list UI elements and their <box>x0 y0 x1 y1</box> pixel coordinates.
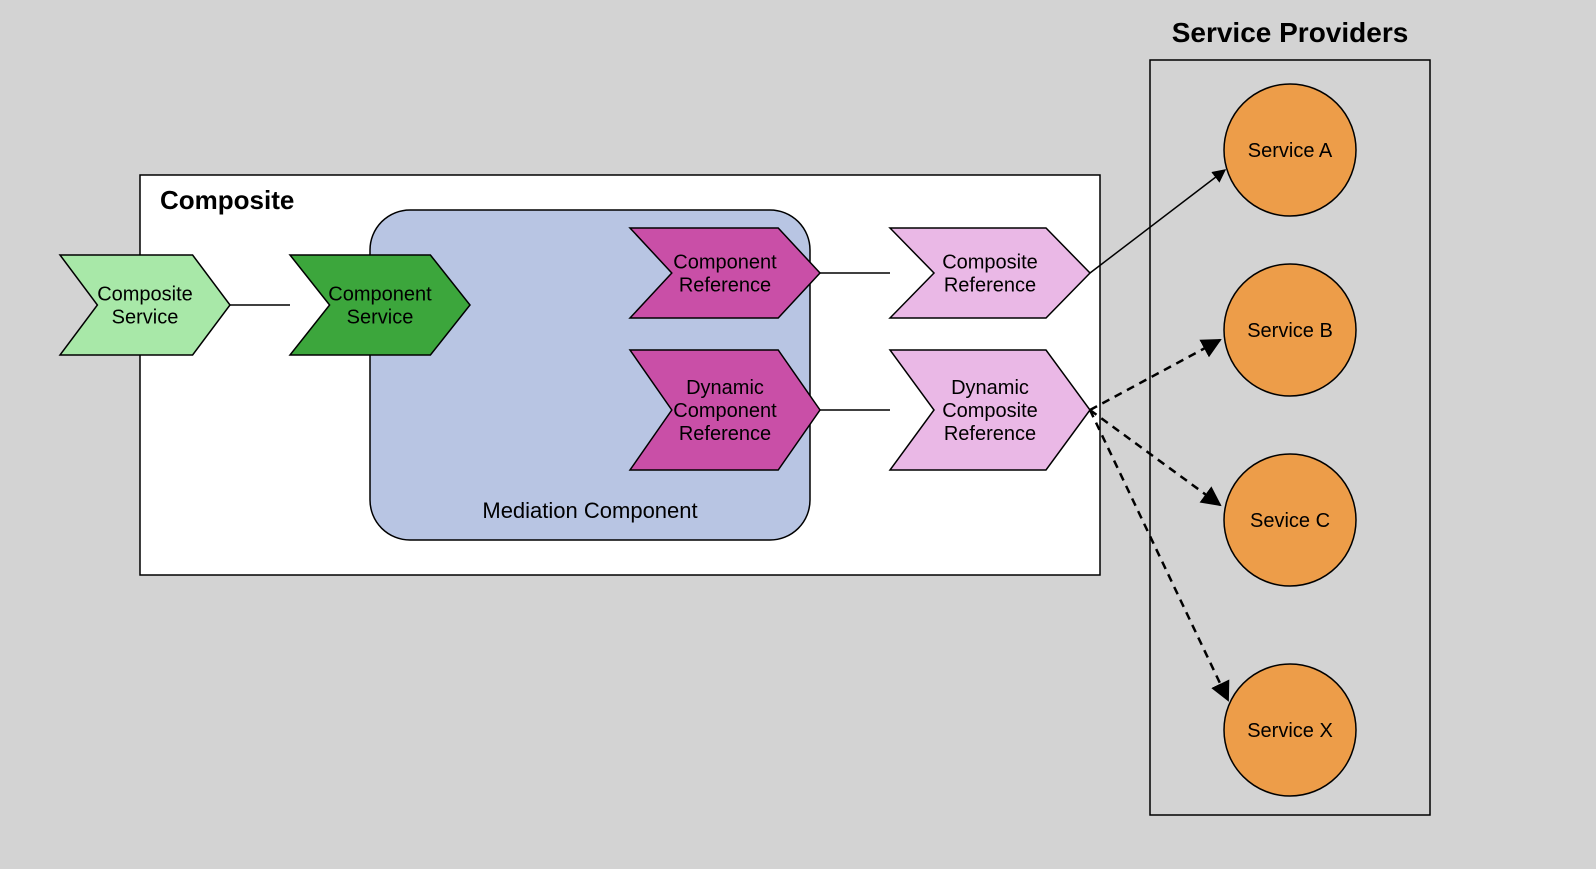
service-label-service-b: Service B <box>1247 320 1333 342</box>
composite-box-label: Composite <box>160 185 294 215</box>
chevron-label-component-service-l1: Component <box>328 284 432 306</box>
chevron-label-dynamic-component-reference-l1: Dynamic <box>686 377 764 399</box>
mediation-box-label: Mediation Component <box>482 498 697 523</box>
chevron-label-component-reference-l2: Reference <box>679 275 771 297</box>
chevron-label-dynamic-component-reference-l3: Reference <box>679 423 771 445</box>
chevron-label-component-reference-l1: Component <box>673 252 777 274</box>
chevron-label-composite-service-l1: Composite <box>97 284 193 306</box>
chevron-label-composite-reference-l1: Composite <box>942 252 1038 274</box>
service-label-service-c: Sevice C <box>1250 510 1330 532</box>
chevron-label-dynamic-composite-reference-l3: Reference <box>944 423 1036 445</box>
chevron-label-dynamic-composite-reference-l2: Composite <box>942 400 1038 422</box>
chevron-label-composite-reference-l2: Reference <box>944 275 1036 297</box>
service-label-service-a: Service A <box>1248 140 1333 162</box>
chevron-label-composite-service-l2: Service <box>112 307 179 329</box>
service-label-service-x: Service X <box>1247 720 1333 742</box>
providers-box-label: Service Providers <box>1172 17 1409 48</box>
chevron-label-dynamic-component-reference-l2: Component <box>673 400 777 422</box>
chevron-label-dynamic-composite-reference-l1: Dynamic <box>951 377 1029 399</box>
chevron-label-component-service-l2: Service <box>347 307 414 329</box>
